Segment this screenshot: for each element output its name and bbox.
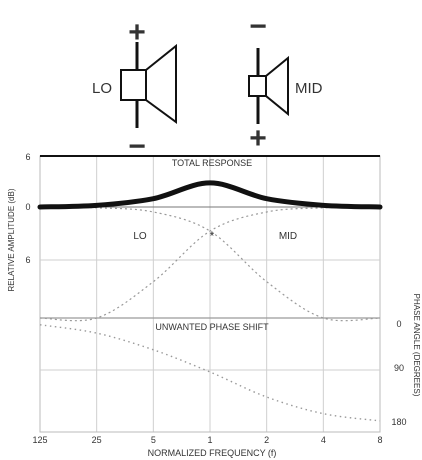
amp-tick-bottom: 6 (25, 255, 30, 265)
mid-response-curve (39, 206, 381, 322)
phase-tick-180: 180 (391, 417, 406, 427)
phase-tick-0: 0 (396, 319, 401, 329)
lo-minus-sign: − (128, 130, 146, 163)
mid-speaker-label: MID (295, 80, 323, 97)
mid-cone (265, 55, 289, 117)
amp-tick-top: 6 (25, 152, 30, 162)
x-tick-label: 25 (92, 435, 102, 445)
lo-plus-sign: + (128, 16, 146, 49)
lo-magnet (120, 69, 147, 101)
total-response-label: TOTAL RESPONSE (172, 158, 252, 168)
x-tick-label: 125 (32, 435, 47, 445)
x-tick-label: 8 (377, 435, 382, 445)
lo-speaker-illustration: + − LO (92, 16, 177, 163)
x-tick-label: 5 (151, 435, 156, 445)
mid-plus-sign: + (249, 122, 267, 155)
lo-curve-label: LO (133, 231, 147, 242)
phase-panel-title: UNWANTED PHASE SHIFT (155, 322, 269, 332)
lo-cone (145, 43, 177, 124)
phase-y-axis-label: PHASE ANGLE (DEGREES) (412, 294, 421, 397)
crossover-marker: * (210, 229, 215, 243)
x-tick-label: 1 (207, 435, 212, 445)
chart-grid (39, 155, 381, 433)
x-tick-label: 2 (264, 435, 269, 445)
mid-speaker-illustration: − + MID (248, 10, 323, 155)
x-axis-label: NORMALIZED FREQUENCY (f) (148, 448, 277, 458)
mid-curve-label: MID (279, 231, 297, 242)
total-response-curve (37, 180, 383, 210)
mid-magnet (248, 75, 267, 97)
amp-y-axis-label: RELATIVE AMPLITUDE (dB) (7, 188, 16, 291)
mid-minus-sign: − (249, 10, 267, 43)
amplitude-plot (37, 180, 383, 322)
lo-speaker-label: LO (92, 80, 112, 97)
amp-tick-zero: 0 (25, 202, 30, 212)
x-tick-label: 4 (321, 435, 326, 445)
phase-tick-90: 90 (394, 363, 404, 373)
x-axis-ticks: 125 25 5 1 2 4 8 (32, 435, 382, 445)
